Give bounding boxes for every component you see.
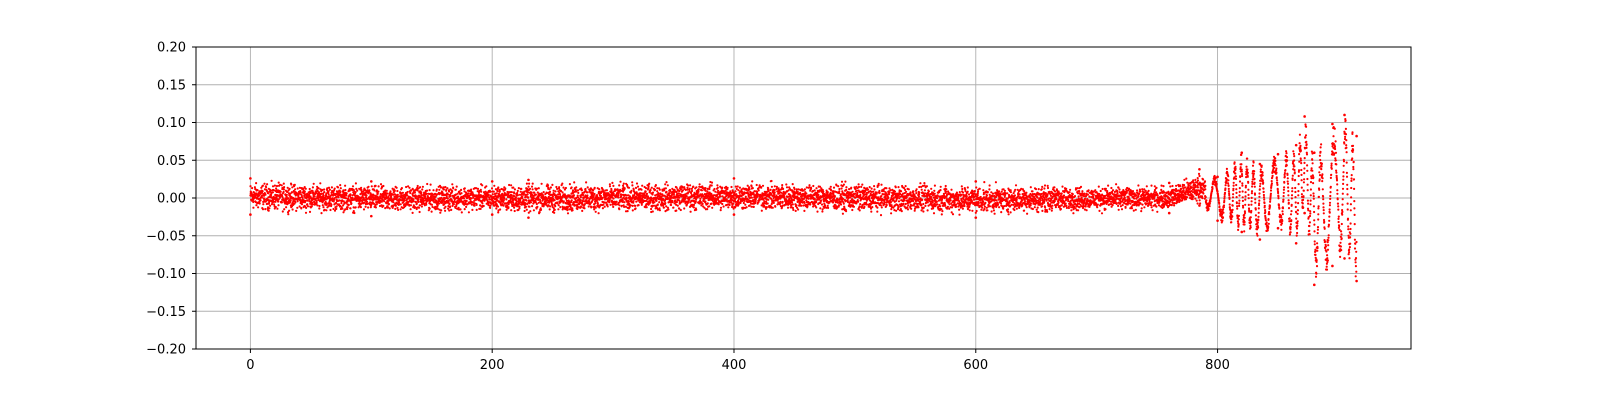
- y-tick-label: −0.05: [146, 229, 186, 244]
- data-point-min: [974, 216, 978, 219]
- data-point-max: [1198, 168, 1201, 171]
- data-layer: [249, 113, 1358, 287]
- data-point-max: [1216, 175, 1219, 179]
- data-point-max: [1258, 162, 1262, 166]
- y-tick-label: 0.10: [157, 116, 186, 131]
- y-tick-label: −0.10: [146, 267, 186, 282]
- data-point-min: [1343, 257, 1346, 260]
- data-point-max: [1303, 115, 1306, 118]
- data-point-max: [249, 177, 252, 180]
- data-point-max: [1276, 152, 1280, 156]
- data-point-min: [1331, 264, 1334, 268]
- data-point-min: [1303, 211, 1306, 215]
- x-tick-label: 400: [722, 358, 747, 373]
- x-tick-label: 0: [246, 358, 254, 373]
- data-point-min: [1240, 230, 1244, 234]
- data-point-min: [732, 213, 736, 216]
- data-point-min: [1276, 226, 1280, 230]
- data-point-min: [249, 213, 252, 216]
- data-point-max: [974, 180, 978, 183]
- data-point-min: [1355, 279, 1358, 283]
- data-point-max: [369, 180, 373, 183]
- x-axis: 0 200 400 600 800: [246, 349, 1230, 373]
- x-tick-label: 600: [963, 358, 988, 373]
- data-point-min: [527, 216, 530, 219]
- data-point-max: [732, 177, 736, 180]
- y-tick-label: −0.20: [146, 343, 186, 358]
- y-tick-label: 0.00: [157, 192, 186, 207]
- data-point-min: [1258, 238, 1262, 241]
- data-point-max: [490, 180, 494, 183]
- y-axis: −0.20 −0.15 −0.10 −0.05 0.00 0.05 0.10 0.15 0.20: [146, 41, 196, 358]
- data-point-min: [369, 214, 373, 218]
- data-point-max: [1294, 143, 1298, 147]
- y-tick-label: −0.15: [146, 305, 186, 320]
- data-point-min: [1294, 242, 1298, 245]
- data-point-min: [1167, 211, 1171, 215]
- data-point-max: [1312, 151, 1316, 154]
- scatter-points: [249, 118, 1358, 278]
- data-point-max: [1167, 181, 1171, 185]
- data-point-min: [1312, 283, 1316, 287]
- y-tick-label: 0.05: [157, 154, 186, 169]
- data-point-max: [1331, 122, 1334, 126]
- x-tick-label: 200: [480, 358, 505, 373]
- data-point-max: [527, 178, 530, 182]
- y-tick-label: 0.15: [157, 78, 186, 93]
- y-tick-label: 0.20: [157, 41, 186, 56]
- data-point-min: [1216, 219, 1219, 222]
- data-point-max: [1343, 113, 1346, 117]
- data-point-max: [1355, 134, 1358, 138]
- data-point-max: [1240, 151, 1244, 154]
- data-point-min: [1198, 204, 1201, 207]
- x-tick-label: 800: [1205, 358, 1230, 373]
- data-point-min: [490, 213, 494, 216]
